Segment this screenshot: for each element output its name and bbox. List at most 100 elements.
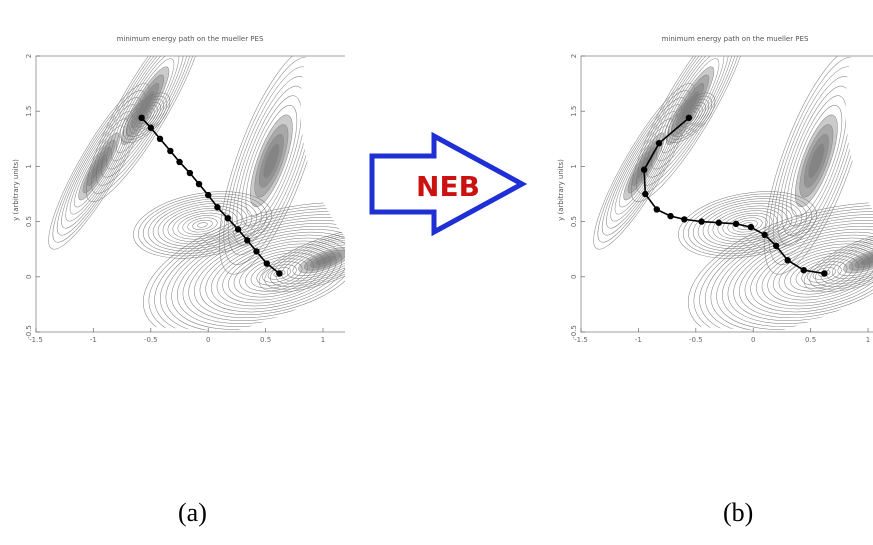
contour-line <box>732 217 763 233</box>
pes-boundary <box>36 325 232 332</box>
contour-ridge <box>298 247 346 274</box>
path-image-point <box>732 220 740 228</box>
contour-line <box>256 261 303 286</box>
contour-ridge <box>52 90 146 243</box>
contour-line <box>199 231 346 316</box>
caption-b: (b) <box>723 498 754 527</box>
contour-line <box>250 258 309 289</box>
path-image-point <box>772 242 780 250</box>
y-tick-label: 0.5 <box>570 216 578 227</box>
path-image-point <box>685 114 693 122</box>
path-image-point <box>156 135 164 142</box>
contour-ridge <box>601 97 687 236</box>
contour-line <box>245 255 314 292</box>
contour-line <box>678 191 817 259</box>
contour-ridge <box>631 56 750 202</box>
contour-ridge <box>631 146 657 187</box>
contour-ridge <box>86 146 112 187</box>
path-image-point <box>167 147 174 155</box>
plot-title-a: minimum energy path on the mueller PES <box>117 35 264 43</box>
contour-line <box>133 191 272 259</box>
contour-ridge <box>645 56 735 178</box>
pes-boundary <box>231 282 346 332</box>
y-axis-label-b: y (arbitrary units) <box>557 159 565 221</box>
contour-ridge <box>764 56 869 275</box>
contour-line <box>671 98 709 137</box>
x-tick-label: -0.5 <box>689 336 703 344</box>
contour-ridge <box>808 143 825 179</box>
contour-ridge <box>100 56 190 178</box>
contour-ridge <box>115 58 175 154</box>
path-image-point <box>642 190 649 198</box>
x-tick-label: 0 <box>206 336 210 344</box>
contour-line <box>801 261 848 286</box>
panel-a: minimum energy path on the mueller PES y… <box>0 0 347 360</box>
contour-line <box>680 108 700 128</box>
contour-line <box>216 240 343 307</box>
contour-line <box>182 215 223 235</box>
contour-ridge <box>795 114 838 208</box>
plot-frame <box>580 55 873 333</box>
path-image-point <box>234 226 242 233</box>
contour-ridge <box>232 76 311 246</box>
contour-ridge <box>270 233 346 287</box>
contour-line <box>262 264 297 283</box>
contour-ridge <box>593 83 695 250</box>
path-image-point <box>176 158 183 166</box>
path-image-point <box>653 206 660 213</box>
contour-ridge <box>56 97 142 236</box>
x-tick-label: 0.5 <box>260 336 271 344</box>
path-image-point <box>263 260 270 267</box>
path-image-point <box>195 180 203 188</box>
contour-ridge <box>803 228 873 293</box>
contour-line <box>756 237 873 310</box>
contour-line <box>699 208 873 332</box>
contour-ridge <box>597 90 691 243</box>
contour-ridge <box>826 239 873 282</box>
contour-line <box>778 249 871 298</box>
path-image-point <box>784 257 791 264</box>
y-tick-label: 1 <box>25 164 33 168</box>
pes-boundary <box>581 325 777 332</box>
contour-line <box>205 234 346 313</box>
contour-ridge <box>281 239 346 282</box>
contour-line <box>152 200 253 249</box>
pes-plot-b: minimum energy path on the mueller PES y… <box>557 35 873 344</box>
path-image-point <box>205 191 212 199</box>
y-tick-label: 1.5 <box>25 106 33 117</box>
neb-arrow: NEB <box>369 132 528 237</box>
caption-a: (a) <box>178 498 207 527</box>
contour-line <box>677 105 703 131</box>
contour-line <box>674 102 706 134</box>
contour-ridge <box>614 118 674 215</box>
contour-ridge <box>258 133 284 188</box>
x-tick-label: 1 <box>866 336 870 344</box>
contour-line <box>767 243 873 304</box>
contour-line <box>228 246 331 301</box>
y-tick-label: 0 <box>570 275 578 279</box>
contour-line <box>138 193 267 257</box>
contour-ridge <box>263 143 280 179</box>
contour-ridge <box>292 244 346 277</box>
contour-ridge <box>619 125 670 208</box>
contour-ridge <box>69 118 129 215</box>
contour-line <box>187 217 218 233</box>
contour-line <box>773 246 873 301</box>
mep-path <box>643 117 825 275</box>
pes-boundary <box>845 56 873 211</box>
contour-line <box>702 203 793 247</box>
contour-line <box>744 231 873 316</box>
contour-ridge <box>74 125 125 208</box>
pes-boundary <box>300 56 346 239</box>
contour-ridge <box>78 132 120 201</box>
contour-line <box>717 210 778 240</box>
path-image-point <box>655 140 663 147</box>
contour-ridge <box>636 56 745 194</box>
y-tick-label: -0.5 <box>570 325 578 339</box>
contour-line <box>795 258 854 289</box>
path-image-point <box>698 218 705 225</box>
contour-ridge <box>854 252 873 268</box>
contour-ridge <box>286 241 346 279</box>
x-tick-label: 1 <box>321 336 325 344</box>
contour-ridge <box>860 255 873 266</box>
